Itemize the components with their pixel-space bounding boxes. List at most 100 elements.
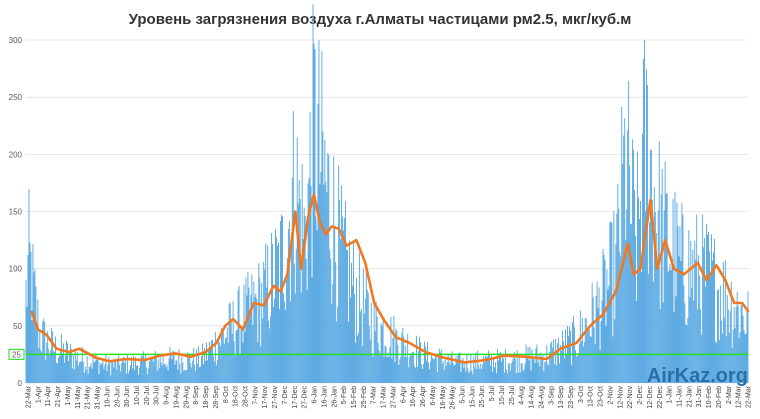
bar (490, 365, 492, 383)
bar (721, 333, 723, 383)
bar (682, 214, 684, 383)
bar (361, 345, 363, 383)
bar (128, 373, 130, 383)
bar (571, 365, 572, 383)
y-axis-ticks: 0 50 100 150 200 250 300 (9, 36, 23, 388)
bar (238, 285, 240, 383)
bar (29, 242, 31, 383)
bar (474, 367, 476, 383)
bar (190, 363, 192, 383)
bar (493, 358, 494, 383)
bar (533, 359, 535, 383)
bar (487, 356, 489, 383)
bar (58, 357, 59, 383)
bar (395, 328, 397, 383)
y-tick-label: 50 (13, 322, 22, 331)
bar (446, 362, 448, 383)
bar (202, 343, 203, 383)
bar (300, 292, 302, 383)
bar (174, 364, 176, 383)
bar (334, 227, 336, 383)
bar (277, 245, 278, 383)
x-tick-label: 6-Apr (400, 385, 407, 403)
bar (447, 353, 449, 383)
bar (354, 294, 355, 383)
bar (196, 349, 198, 383)
x-tick-label: 20-Feb (716, 386, 723, 408)
bar (705, 286, 707, 383)
bar (358, 252, 360, 383)
bar (107, 364, 109, 383)
bar (496, 373, 497, 383)
bar (187, 352, 189, 383)
bar (649, 149, 651, 383)
bar (186, 370, 188, 383)
bar (322, 131, 324, 383)
bar (237, 290, 239, 383)
bar (459, 352, 461, 383)
bar (89, 366, 91, 383)
bar (117, 358, 119, 383)
bar (86, 356, 88, 383)
bar (580, 340, 582, 383)
bar (148, 361, 150, 383)
bar (340, 239, 342, 383)
bar (210, 348, 211, 383)
x-tick-label: 11-Apr (45, 385, 52, 406)
bar (728, 332, 730, 383)
bar (352, 285, 353, 383)
bar (65, 355, 66, 383)
bar (520, 363, 522, 383)
bar (628, 80, 630, 383)
bar (499, 352, 501, 383)
bar (111, 362, 113, 383)
bar (201, 356, 203, 383)
bar (716, 290, 718, 383)
bar (303, 207, 305, 383)
x-tick-label: 24-Aug (538, 386, 545, 409)
x-tick-label: 19-Aug (174, 386, 181, 409)
bar (60, 351, 61, 383)
bar (471, 370, 473, 383)
bar (562, 330, 564, 383)
x-tick-label: 8-Oct (223, 386, 230, 403)
bar (180, 373, 182, 383)
bar (355, 277, 357, 383)
bar (99, 362, 101, 383)
x-tick-label: 5-Feb (341, 386, 348, 404)
bar (407, 333, 409, 383)
bar (538, 353, 540, 383)
bar (353, 242, 354, 383)
bar (365, 271, 367, 383)
bar (293, 263, 295, 383)
bar (273, 306, 275, 383)
bar (36, 327, 38, 383)
bar (344, 217, 346, 383)
x-tick-label: 17-Dec (292, 386, 299, 409)
y-tick-label: 100 (9, 265, 23, 274)
bar (732, 329, 734, 383)
bar (161, 365, 163, 383)
bar (387, 352, 389, 383)
bar (498, 352, 500, 383)
bar (730, 281, 732, 383)
bar (122, 360, 124, 383)
bar (337, 306, 339, 383)
bar (267, 245, 269, 383)
x-tick-label: 17-Nov (262, 385, 269, 408)
x-tick-label: 23-Oct (598, 386, 605, 407)
bar (79, 361, 81, 383)
bar (123, 356, 125, 383)
bar (205, 361, 206, 383)
bar (195, 370, 197, 383)
bar (294, 293, 296, 383)
bar (640, 200, 641, 383)
bar (363, 313, 365, 383)
bar (204, 348, 205, 383)
bar (654, 212, 656, 383)
bar (430, 352, 432, 383)
bar (543, 371, 545, 383)
bar (540, 352, 542, 383)
bar (71, 368, 73, 383)
bar (508, 363, 510, 383)
